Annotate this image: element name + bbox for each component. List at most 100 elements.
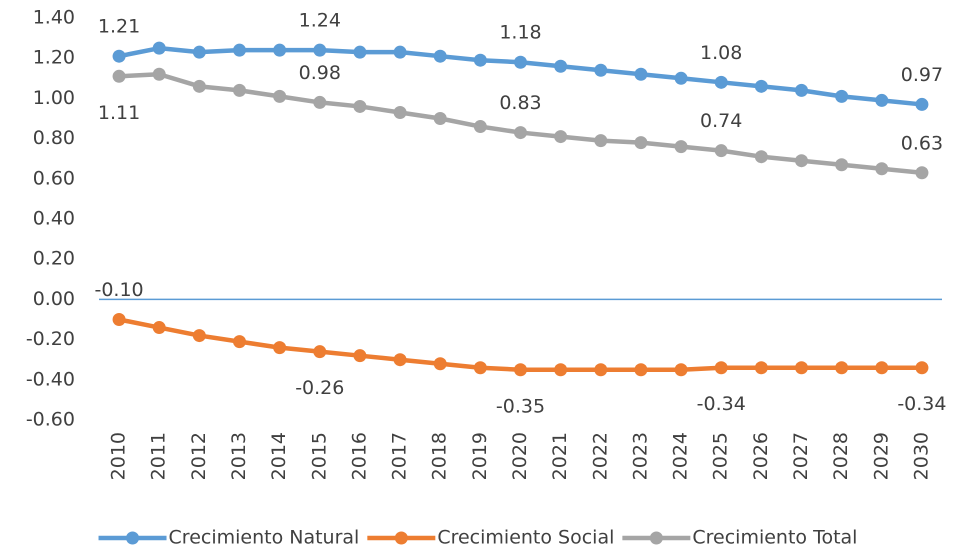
data-point (795, 361, 808, 375)
legend-label: Crecimiento Natural (169, 527, 360, 549)
data-point (273, 89, 287, 103)
data-point (152, 41, 166, 55)
data-label: 1.24 (299, 10, 341, 32)
data-label: -0.10 (94, 279, 143, 301)
data-point (273, 341, 287, 355)
data-point (233, 43, 246, 57)
data-point (273, 43, 287, 57)
legend-marker (126, 531, 140, 545)
legend-marker (394, 531, 408, 545)
x-tick-label: 2024 (670, 432, 692, 480)
x-tick-label: 2027 (790, 432, 812, 480)
x-tick-label: 2014 (268, 432, 290, 480)
y-tick-label: 1.20 (33, 47, 75, 69)
data-label: 0.98 (299, 62, 341, 84)
x-tick-label: 2025 (710, 432, 732, 480)
data-point (594, 363, 608, 377)
data-point (353, 45, 367, 59)
data-point (313, 43, 327, 57)
data-point (514, 55, 527, 69)
legend-label: Crecimiento Total (692, 527, 857, 549)
data-label: 0.83 (499, 92, 541, 114)
data-label: -0.34 (697, 393, 746, 415)
data-label: 1.21 (98, 16, 140, 38)
x-tick-label: 2017 (389, 432, 411, 480)
data-point (634, 67, 648, 81)
data-point (192, 329, 206, 343)
data-point (112, 69, 126, 83)
data-point (112, 49, 126, 63)
x-tick-label: 2028 (830, 432, 852, 480)
y-tick-label: -0.60 (26, 409, 75, 431)
legend-marker (649, 531, 663, 545)
data-point (634, 363, 648, 377)
data-point (313, 95, 327, 109)
data-point (754, 79, 768, 93)
x-tick-label: 2011 (148, 432, 170, 480)
data-point (473, 361, 487, 375)
data-point (393, 353, 407, 367)
y-tick-label: 0.80 (33, 127, 75, 149)
data-label: -0.34 (897, 393, 946, 415)
data-label: 1.08 (700, 42, 742, 64)
data-point (353, 349, 367, 363)
y-tick-label: 0.00 (33, 288, 75, 310)
x-tick-label: 2022 (589, 432, 611, 480)
data-point (433, 112, 447, 125)
data-label: 0.74 (700, 110, 742, 132)
data-point (594, 63, 608, 77)
data-point (754, 150, 768, 164)
data-point (554, 130, 568, 144)
data-point (795, 154, 808, 168)
data-point (835, 361, 849, 375)
data-point (835, 158, 849, 172)
data-point (875, 93, 889, 107)
data-point (674, 71, 688, 85)
data-point (313, 345, 327, 359)
data-point (594, 134, 608, 148)
data-point (875, 361, 889, 375)
x-tick-label: 2029 (870, 432, 892, 480)
data-point (233, 83, 246, 97)
y-tick-label: 0.60 (33, 167, 75, 189)
data-point (473, 120, 487, 134)
x-tick-label: 2010 (108, 432, 130, 480)
y-tick-label: 1.00 (33, 87, 75, 109)
data-point (674, 140, 688, 154)
data-point (514, 126, 527, 140)
data-point (714, 361, 728, 375)
data-point (554, 363, 568, 377)
x-tick-label: 2021 (549, 432, 571, 480)
x-tick-label: 2013 (228, 432, 250, 480)
data-point (433, 49, 447, 63)
data-label: 0.63 (901, 132, 943, 154)
data-point (433, 357, 447, 371)
data-label: -0.26 (295, 377, 344, 399)
data-point (915, 361, 929, 375)
data-point (915, 97, 929, 111)
data-point (112, 313, 126, 326)
data-label: -0.35 (496, 395, 545, 417)
data-point (192, 79, 206, 93)
data-point (714, 75, 728, 89)
y-tick-label: 0.40 (33, 208, 75, 230)
y-tick-label: 1.40 (33, 7, 75, 29)
data-point (634, 136, 648, 150)
x-tick-label: 2020 (509, 432, 531, 480)
x-tick-label: 2023 (629, 432, 651, 480)
data-point (835, 89, 849, 103)
x-tick-label: 2030 (910, 432, 932, 480)
data-label: 0.97 (901, 64, 943, 86)
x-tick-label: 2015 (308, 432, 330, 480)
data-point (353, 99, 367, 113)
data-point (393, 45, 407, 59)
y-tick-label: -0.20 (26, 328, 75, 350)
y-tick-label: 0.20 (33, 248, 75, 270)
data-point (554, 59, 568, 73)
data-point (192, 45, 206, 59)
data-point (714, 144, 728, 158)
x-tick-label: 2026 (750, 432, 772, 480)
data-label: 1.11 (98, 102, 140, 124)
data-point (875, 162, 889, 176)
